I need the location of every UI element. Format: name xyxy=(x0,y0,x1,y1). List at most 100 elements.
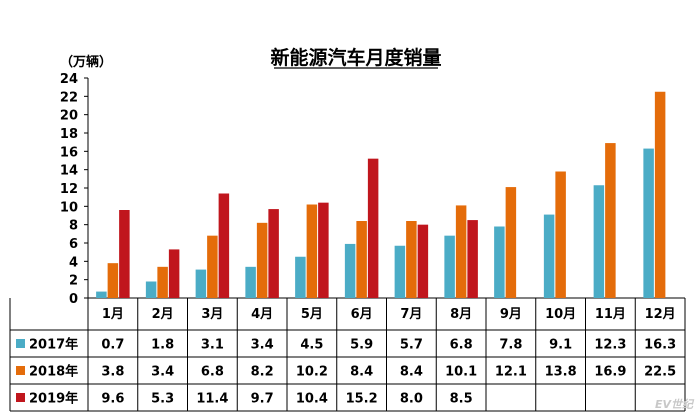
y-tick-label: 0 xyxy=(69,292,78,307)
x-tick-label: 6月 xyxy=(351,307,373,322)
table-value: 22.5 xyxy=(644,365,676,380)
table-value: 8.0 xyxy=(400,392,423,407)
table-value: 10.1 xyxy=(445,365,477,380)
bar-2017年-2月 xyxy=(145,281,157,298)
table-value: 3.1 xyxy=(201,338,224,353)
bar-2017年-6月 xyxy=(344,243,356,298)
data-table: 1月 2月 3月 4月 5月 6月 7月 8月 9月 10月 11月 12月 2017年 0.7 1.8 3.… xyxy=(9,298,686,412)
table-value: 6.8 xyxy=(450,338,473,353)
bar-2017年-5月 xyxy=(295,256,306,298)
legend-swatch-2018年 xyxy=(16,366,25,375)
bar-2019年-1月 xyxy=(119,210,130,298)
y-unit-label: （万辆） xyxy=(60,54,112,70)
bar-2018年-8月 xyxy=(455,205,467,298)
x-tick-label: 11月 xyxy=(595,307,626,322)
y-tick-label: 12 xyxy=(60,182,78,197)
title-group: 新能源汽车月度销量 （万辆） xyxy=(60,46,442,70)
table-value: 8.4 xyxy=(350,365,373,380)
bar-2017年-1月 xyxy=(96,291,107,298)
table-value: 5.9 xyxy=(350,338,373,353)
bar-2018年-2月 xyxy=(157,266,168,298)
legend-swatch-2019年 xyxy=(16,393,25,402)
table-value: 0.7 xyxy=(101,338,124,353)
bar-2018年-3月 xyxy=(207,235,218,298)
x-tick-label: 1月 xyxy=(102,307,124,322)
legend-label-2018年: 2018年 xyxy=(29,364,78,380)
table-value: 11.4 xyxy=(196,392,228,407)
table-value: 12.1 xyxy=(495,365,527,380)
table-value: 8.5 xyxy=(450,392,473,407)
table-value: 3.8 xyxy=(101,365,124,380)
table-value: 6.8 xyxy=(201,365,224,380)
table-value: 10.2 xyxy=(296,365,328,380)
y-tick-label: 10 xyxy=(60,200,78,215)
y-tick-label: 18 xyxy=(60,127,78,142)
table-value: 9.6 xyxy=(101,392,124,407)
bar-2017年-12月 xyxy=(643,148,654,298)
y-tick-label: 4 xyxy=(69,255,78,270)
x-tick-label: 7月 xyxy=(400,307,422,322)
bar-2018年-4月 xyxy=(256,222,268,298)
y-tick-label: 22 xyxy=(60,90,78,105)
y-tick-label: 8 xyxy=(69,219,78,234)
y-tick-label: 20 xyxy=(60,109,78,124)
table-value: 8.2 xyxy=(251,365,274,380)
bar-2018年-5月 xyxy=(306,204,318,298)
x-tick-label: 12月 xyxy=(645,307,676,322)
table-value: 13.8 xyxy=(545,365,577,380)
table-value: 15.2 xyxy=(346,392,378,407)
bar-2018年-6月 xyxy=(356,221,367,298)
bar-2019年-3月 xyxy=(218,193,230,298)
bar-2017年-7月 xyxy=(394,245,406,298)
bar-2017年-11月 xyxy=(593,185,605,298)
bar-2018年-12月 xyxy=(654,91,666,298)
bar-2019年-5月 xyxy=(318,202,329,298)
bar-2017年-8月 xyxy=(444,235,455,298)
bar-2018年-10月 xyxy=(555,171,566,298)
x-tick-label: 9月 xyxy=(500,307,522,322)
x-tick-label: 3月 xyxy=(201,307,223,322)
bar-2018年-7月 xyxy=(406,221,417,298)
y-tick-label: 16 xyxy=(60,145,78,160)
bar-2018年-9月 xyxy=(505,187,517,298)
x-tick-label: 2月 xyxy=(152,307,174,322)
table-value: 7.8 xyxy=(499,338,522,353)
table-value: 16.9 xyxy=(594,365,626,380)
table-value: 3.4 xyxy=(151,365,174,380)
bar-2017年-10月 xyxy=(543,214,555,298)
x-tick-label: 5月 xyxy=(301,307,323,322)
legend-swatch-2017年 xyxy=(16,339,25,348)
table-value: 4.5 xyxy=(300,338,323,353)
table-value: 9.7 xyxy=(251,392,274,407)
bar-2019年-4月 xyxy=(268,209,279,298)
table-value: 9.1 xyxy=(549,338,572,353)
bar-2017年-4月 xyxy=(245,266,256,298)
bar-2017年-3月 xyxy=(195,269,207,298)
y-tick-label: 14 xyxy=(60,164,78,179)
bar-2017年-9月 xyxy=(494,226,505,298)
y-tick-label: 6 xyxy=(69,237,78,252)
table-value: 10.4 xyxy=(296,392,328,407)
table-value: 16.3 xyxy=(644,338,676,353)
table-value: 8.4 xyxy=(400,365,423,380)
chart-title: 新能源汽车月度销量 xyxy=(270,46,441,69)
bar-2019年-6月 xyxy=(367,158,379,298)
table-value: 3.4 xyxy=(251,338,274,353)
table-value: 5.7 xyxy=(400,338,423,353)
x-tick-label: 8月 xyxy=(450,307,472,322)
watermark-text: EV世纪 xyxy=(655,398,695,411)
bar-2019年-7月 xyxy=(417,224,429,298)
x-tick-label: 4月 xyxy=(251,307,273,322)
table-value: 5.3 xyxy=(151,392,174,407)
y-tick-label: 2 xyxy=(69,274,78,289)
bar-2018年-11月 xyxy=(605,143,616,298)
legend-label-2019年: 2019年 xyxy=(29,391,78,407)
legend-label-2017年: 2017年 xyxy=(29,337,78,353)
bar-2019年-8月 xyxy=(467,220,478,298)
bar-2019年-2月 xyxy=(168,249,180,298)
table-value: 12.3 xyxy=(594,338,626,353)
bar-2018年-1月 xyxy=(107,263,119,298)
y-tick-label: 24 xyxy=(60,72,78,87)
